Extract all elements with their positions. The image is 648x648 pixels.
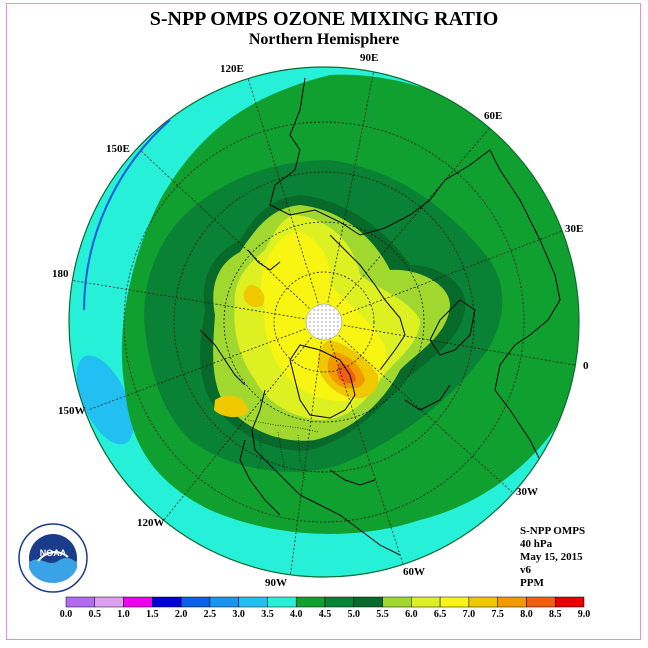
colorbar-tick-label: 1.5 (146, 609, 159, 620)
noaa-logo-text: NOAA (40, 548, 67, 558)
polar-night-no-data (305, 303, 343, 341)
ozone-band-7.0-7.5-south (214, 395, 248, 418)
colorbar-swatch (295, 596, 326, 608)
lon-label-120w: 120W (137, 517, 165, 529)
colorbar-tick-label: 5.0 (347, 609, 361, 620)
colorbar-tick-label: 4.0 (289, 609, 303, 620)
lon-label-30e: 30E (565, 223, 584, 235)
lon-label-60w: 60W (403, 566, 425, 578)
lon-label-150e: 150E (106, 143, 130, 155)
colorbar-swatch (65, 596, 96, 608)
colorbar-swatch (94, 596, 124, 608)
colorbar-tick-label: 8.0 (520, 609, 533, 620)
colorbar-tick-label: 3.0 (232, 609, 245, 620)
colorbar-tick-label: 6.0 (405, 609, 418, 620)
info-instrument: S-NPP OMPS (520, 525, 586, 537)
colorbar-tick-label: 5.5 (376, 609, 389, 620)
lon-label-90e: 90E (360, 52, 379, 64)
colorbar-swatch (267, 596, 297, 608)
colorbar-tick-label: 2.5 (203, 609, 217, 620)
lon-label-180: 180 (52, 268, 69, 280)
colorbar-tick-label: 6.5 (433, 609, 447, 620)
colorbar-swatch (152, 596, 182, 608)
lon-label-30w: 30W (516, 486, 538, 498)
lon-label-60e: 60E (484, 110, 503, 122)
map-title: S-NPP OMPS OZONE MIXING RATIO (149, 8, 499, 30)
colorbar-swatch (382, 596, 412, 608)
colorbar-tick-label: 8.5 (548, 609, 562, 620)
colorbar-swatch (468, 596, 498, 608)
map-subtitle: Northern Hemisphere (248, 31, 400, 48)
colorbar-swatch (123, 596, 153, 608)
colorbar-tick-label: 7.0 (462, 609, 476, 620)
colorbar-swatch (353, 596, 383, 608)
colorbar-swatch (180, 596, 211, 608)
coastlines (199, 77, 561, 556)
map-boundary (68, 66, 580, 578)
lon-label-0: 0 (583, 360, 589, 372)
colorbar-swatch (209, 596, 239, 608)
colorbar-tick-label: 1.0 (117, 609, 130, 620)
colorbar-swatch (554, 596, 585, 608)
colorbar-swatch (497, 596, 527, 608)
colorbar-tick-label: 4.5 (318, 609, 332, 620)
colorbar-tick-label: 7.5 (491, 609, 504, 620)
info-block: S-NPP OMPS 40 hPa May 15, 2015 v6 PPM (520, 525, 585, 590)
figure-frame (6, 3, 641, 640)
colorbar-swatch (411, 596, 441, 608)
ozone-band-7.0-7.5-west (243, 285, 265, 308)
info-units: PPM (520, 577, 544, 589)
colorbar-tick-label: 0.0 (59, 609, 73, 620)
colorbar-swatch (238, 596, 268, 608)
ozone-band-3.0-3.5 (76, 355, 134, 445)
graticule (69, 69, 579, 577)
noaa-logo: NOAA (18, 523, 88, 593)
colorbar-tick-label: 3.5 (261, 609, 274, 620)
colorbar-tick-label: 9.0 (577, 609, 591, 620)
map-boundary-blue-arc (83, 119, 171, 311)
lon-label-150w: 150W (58, 405, 86, 417)
colorbar-swatch (526, 596, 556, 608)
colorbar-tick-label: 0.5 (88, 609, 102, 620)
borders (247, 419, 319, 481)
colorbar-swatch (439, 596, 470, 608)
info-date: May 15, 2015 (520, 551, 583, 563)
colorbar-ticks: 0.0 0.5 1.0 1.5 2.0 2.5 3.0 3.5 4.0 4.5 5.0 5.5 6.0 6… (0, 609, 648, 623)
colorbar (65, 596, 585, 608)
lon-label-120e: 120E (220, 63, 244, 75)
colorbar-swatch (324, 596, 355, 608)
info-level: 40 hPa (520, 538, 553, 550)
colorbar-tick-label: 2.0 (174, 609, 188, 620)
lon-label-90w: 90W (265, 577, 287, 589)
info-version: v6 (520, 564, 531, 576)
